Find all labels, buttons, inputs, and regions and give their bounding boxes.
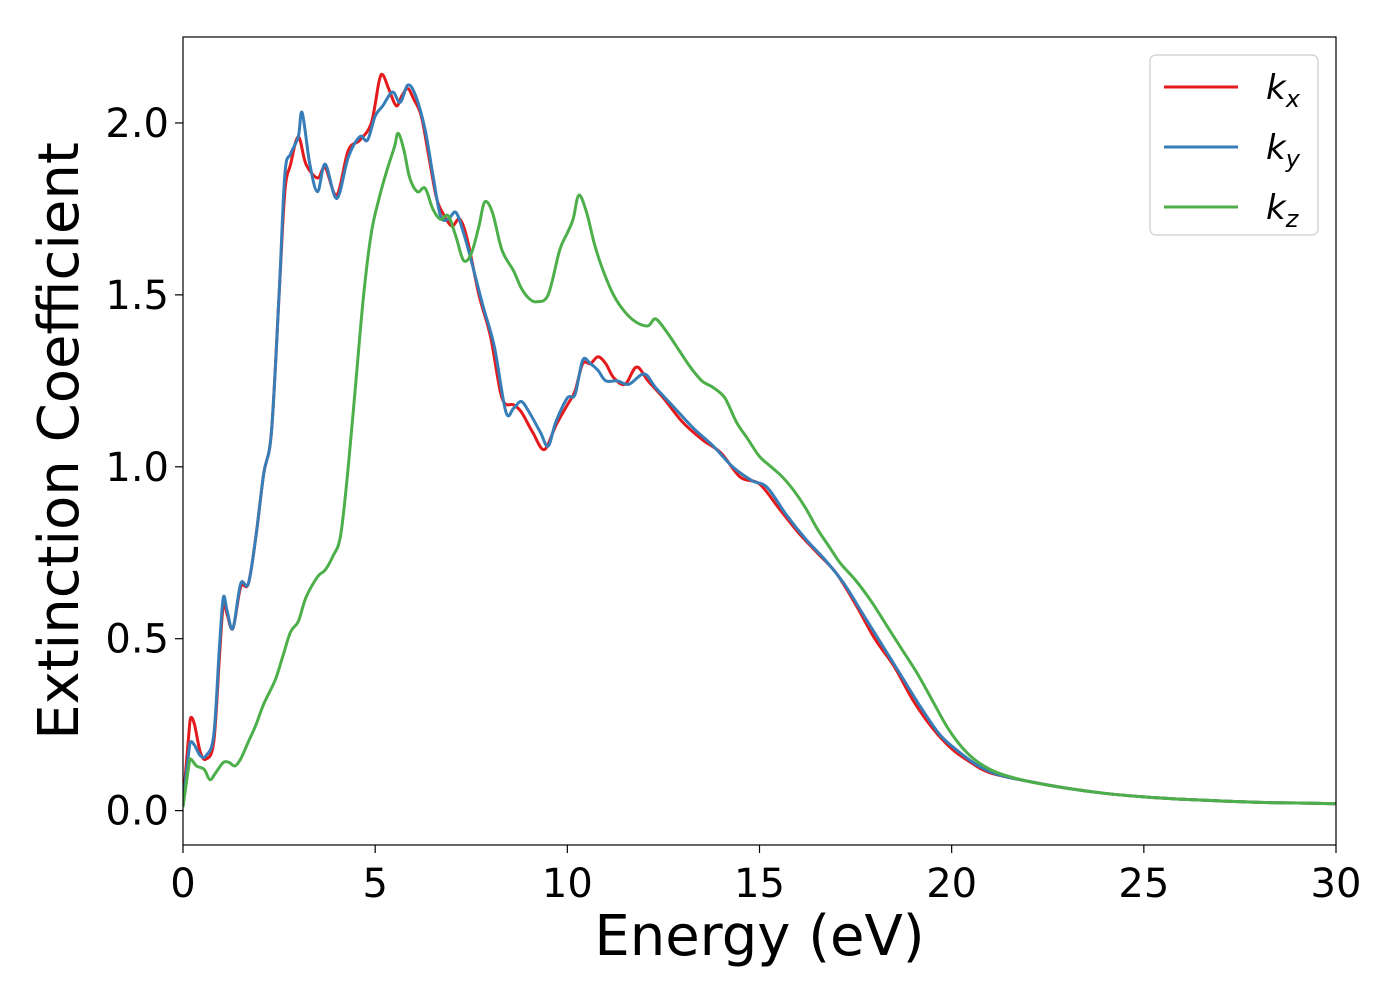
x-tick-label: 20 <box>926 861 977 907</box>
y-axis-title: Extinction Coefficient <box>27 142 92 740</box>
series-line-k-y <box>183 83 1336 806</box>
legend-label: ky <box>1266 128 1301 173</box>
x-axis: 0 5 10 15 20 25 30 <box>170 845 1361 907</box>
x-tick-label: 15 <box>734 861 785 907</box>
x-tick-label: 5 <box>362 861 387 907</box>
legend-label: kz <box>1266 188 1300 233</box>
y-tick-label: 1.0 <box>105 445 169 491</box>
y-tick-label: 1.5 <box>105 273 169 319</box>
series-layer <box>183 72 1336 808</box>
series-line-k-z <box>183 131 1336 808</box>
x-tick-label: 10 <box>542 861 593 907</box>
x-axis-title: Energy (eV) <box>594 904 924 969</box>
legend-box <box>1149 54 1319 236</box>
x-tick-label: 30 <box>1311 861 1362 907</box>
x-tick-label: 25 <box>1118 861 1169 907</box>
y-tick-label: 0.0 <box>105 789 169 835</box>
y-tick-label: 0.5 <box>105 617 169 663</box>
legend-label: kx <box>1266 68 1301 113</box>
legend: kx ky kz <box>1149 54 1319 236</box>
y-axis: 0.0 0.5 1.0 1.5 2.0 <box>105 101 183 835</box>
x-tick-label: 0 <box>170 861 195 907</box>
y-tick-label: 2.0 <box>105 101 169 147</box>
